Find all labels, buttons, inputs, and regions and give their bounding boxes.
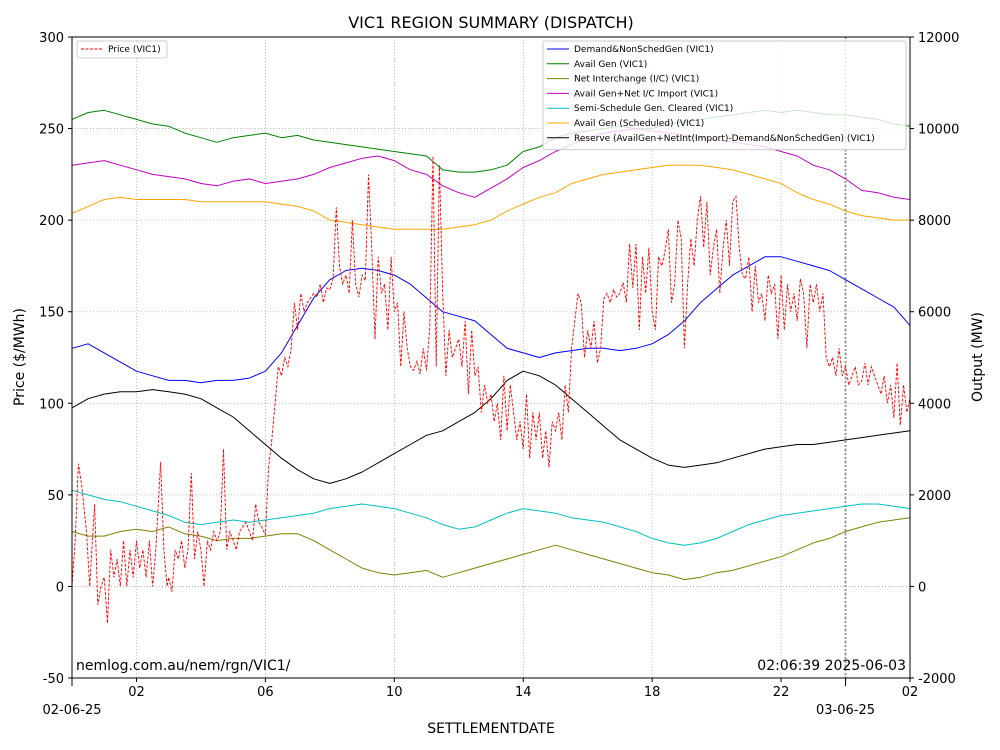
series-line <box>71 489 911 546</box>
x-tick-label: 02 <box>902 685 919 700</box>
price-series-line <box>71 155 911 624</box>
grid <box>72 37 910 678</box>
watermark-site: nemlog.com.au/nem/rgn/VIC1/ <box>76 658 291 674</box>
legend-box <box>542 40 907 151</box>
legend-label: Avail Gen (VIC1) <box>574 60 647 70</box>
y2-tick-label: 12000 <box>918 31 959 46</box>
legend-label: Reserve (AvailGen+NetInt(Import)-Demand&… <box>574 134 875 144</box>
y-axis-label: Price ($/MWh) <box>12 308 28 406</box>
legend-label: Semi-Schedule Gen. Cleared (VIC1) <box>574 104 733 114</box>
legend-label: Demand&NonSchedGen (VIC1) <box>574 45 714 55</box>
y2-tick-label: 0 <box>918 580 926 595</box>
y-tick-label: 300 <box>39 31 64 46</box>
series-line <box>71 256 911 384</box>
series-line <box>71 155 911 624</box>
price-legend: Price (VIC1) <box>76 40 168 59</box>
legend-box <box>76 40 168 59</box>
chart-title: VIC1 REGION SUMMARY (DISPATCH) <box>348 13 634 32</box>
x-date-label: 03-06-25 <box>816 703 875 718</box>
y-tick-label: 150 <box>39 306 64 321</box>
y2-tick-label: 2000 <box>918 489 951 504</box>
y-tick-label: 100 <box>39 397 64 412</box>
y-tick-label: 200 <box>39 214 64 229</box>
y2-tick-label: 8000 <box>918 214 951 229</box>
y2-tick-label: 10000 <box>918 123 959 138</box>
legend-label: Avail Gen+Net I/C Import (VIC1) <box>574 89 718 99</box>
legend-label: Avail Gen (Scheduled) (VIC1) <box>574 119 704 129</box>
x-tick-label: 18 <box>644 685 661 700</box>
y-tick-label: -50 <box>43 672 64 687</box>
y2-tick-label: 6000 <box>918 306 951 321</box>
y-tick-label: 50 <box>47 489 64 504</box>
y2-tick-label: -2000 <box>918 672 956 687</box>
y-tick-label: 250 <box>39 123 64 138</box>
legend-label: Net Interchange (I/C) (VIC1) <box>574 75 699 85</box>
axes: -50 0 50 100 150 200 250 300 -2000 0 2000 4000 6000 8… <box>39 31 959 718</box>
x-tick-label: 02 <box>128 685 145 700</box>
x-tick-label: 10 <box>386 685 403 700</box>
y-tick-label: 0 <box>56 580 64 595</box>
x-tick-label: 22 <box>773 685 790 700</box>
x-axis-label: SETTLEMENTDATE <box>427 721 555 737</box>
y2-tick-label: 4000 <box>918 397 951 412</box>
x-tick-label: 06 <box>257 685 274 700</box>
y2-axis-label: Output (MW) <box>970 312 986 402</box>
output-series-lines <box>71 109 911 581</box>
series-line <box>71 517 911 581</box>
x-tick-label: 14 <box>515 685 532 700</box>
series-line <box>71 164 910 230</box>
plot-frame <box>71 36 911 679</box>
legend-label: Price (VIC1) <box>108 45 161 55</box>
series-line <box>71 370 911 484</box>
output-legend: Demand&NonSchedGen (VIC1) Avail Gen (VIC1… <box>542 40 907 151</box>
x-date-label: 02-06-25 <box>42 703 101 718</box>
watermark-timestamp: 02:06:39 2025-06-03 <box>757 658 906 674</box>
